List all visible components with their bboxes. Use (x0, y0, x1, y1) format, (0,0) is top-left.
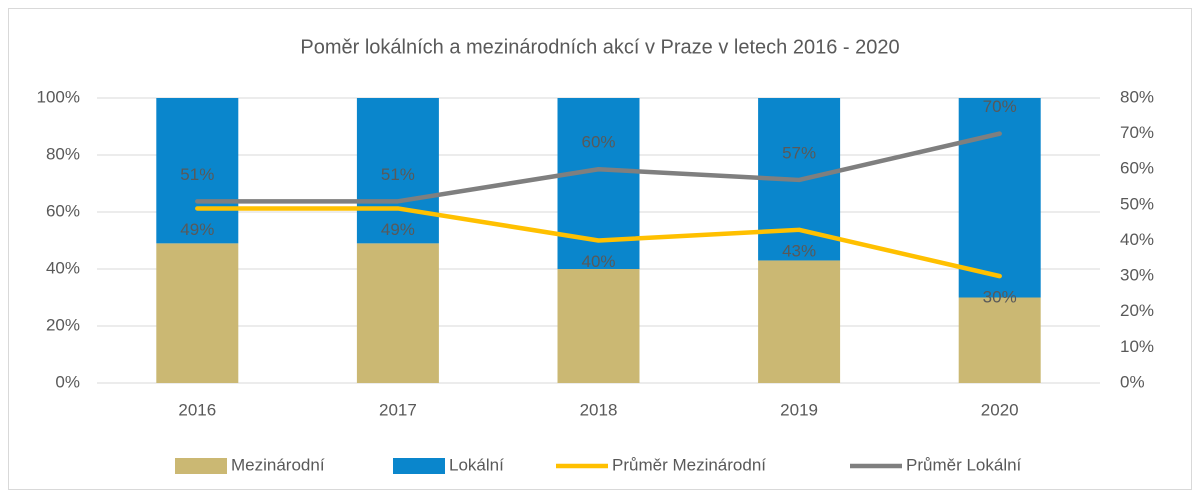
x-tick-label: 2018 (580, 400, 618, 419)
data-label: 51% (381, 165, 415, 184)
y-tick-label: 80% (46, 144, 80, 163)
data-label: 57% (782, 143, 816, 162)
bar (356, 243, 439, 383)
x-tick-label: 2017 (379, 400, 417, 419)
bar (156, 243, 239, 383)
data-label: 43% (782, 241, 816, 260)
legend-label: Mezinárodní (231, 455, 325, 474)
bar (156, 98, 239, 244)
x-tick-label: 2020 (981, 400, 1019, 419)
bar (557, 269, 640, 383)
legend-swatch (175, 458, 227, 474)
y2-tick-label: 80% (1120, 87, 1154, 106)
data-label: 40% (581, 252, 615, 271)
data-label: 49% (381, 220, 415, 239)
legend-label: Průměr Lokální (906, 455, 1022, 474)
y-tick-label: 100% (37, 87, 80, 106)
legend-label: Lokální (449, 455, 504, 474)
y2-tick-label: 10% (1120, 337, 1154, 356)
y-tick-label: 0% (55, 372, 80, 391)
y2-tick-label: 50% (1120, 194, 1154, 213)
legend-label: Průměr Mezinárodní (612, 455, 766, 474)
data-label: 60% (581, 133, 615, 152)
data-label: 30% (983, 288, 1017, 307)
y-tick-label: 40% (46, 258, 80, 277)
bar (356, 98, 439, 244)
y2-tick-label: 20% (1120, 301, 1154, 320)
y2-tick-label: 70% (1120, 123, 1154, 142)
y-tick-label: 20% (46, 315, 80, 334)
line (195, 131, 1002, 204)
y2-tick-label: 40% (1120, 230, 1154, 249)
y-tick-label: 60% (46, 201, 80, 220)
x-tick-label: 2016 (178, 400, 216, 419)
bar (958, 297, 1041, 383)
y2-tick-label: 30% (1120, 266, 1154, 285)
chart-title: Poměr lokálních a mezinárodních akcí v P… (300, 36, 899, 58)
bar (758, 260, 841, 383)
legend-swatch (393, 458, 445, 474)
data-label: 51% (180, 165, 214, 184)
line (195, 206, 1002, 279)
y2-tick-label: 0% (1120, 372, 1145, 391)
bar (958, 98, 1041, 298)
data-label: 49% (180, 220, 214, 239)
data-label: 70% (983, 97, 1017, 116)
bar (557, 98, 640, 269)
y2-tick-label: 60% (1120, 159, 1154, 178)
x-tick-label: 2019 (780, 400, 818, 419)
